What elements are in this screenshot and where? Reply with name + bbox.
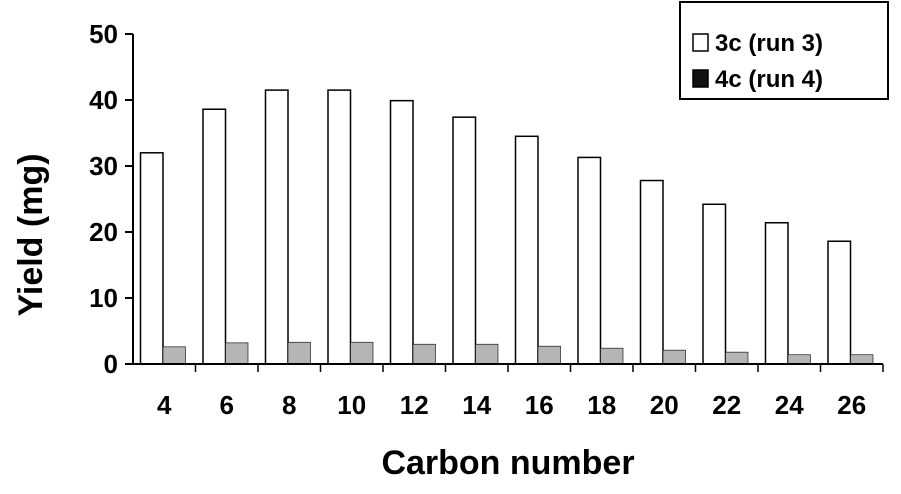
x-axis-title: Carbon number	[381, 444, 634, 482]
y-tick-label-0: 0	[104, 349, 118, 379]
bar-3c-c26	[828, 241, 851, 364]
x-tick-label-22: 22	[712, 390, 741, 420]
x-tick-label-12: 12	[400, 390, 429, 420]
bar-4c-c20	[663, 350, 686, 364]
bar-3c-c10	[328, 90, 351, 364]
bar-3c-c8	[266, 90, 289, 364]
bar-3c-c18	[578, 157, 601, 364]
legend-swatch-4c	[693, 70, 708, 87]
y-tick-label-30: 30	[89, 151, 118, 181]
x-tick-label-26: 26	[837, 390, 866, 420]
y-tick-label-10: 10	[89, 283, 118, 313]
bar-4c-c14	[476, 344, 499, 364]
bar-3c-c24	[766, 223, 789, 364]
y-tick-label-20: 20	[89, 217, 118, 247]
x-tick-label-6: 6	[220, 390, 234, 420]
bar-3c-c16	[516, 136, 539, 364]
legend-swatch-3c	[693, 34, 708, 51]
legend-label-4c: 4c (run 4)	[715, 66, 823, 93]
bar-3c-c4	[141, 153, 164, 364]
bar-4c-c10	[351, 342, 374, 364]
x-tick-label-24: 24	[775, 390, 804, 420]
y-axis-title: Yield (mg)	[12, 153, 50, 316]
x-tick-label-20: 20	[650, 390, 679, 420]
bar-4c-c16	[538, 346, 561, 364]
bars-layer	[141, 90, 874, 364]
bar-4c-c18	[601, 348, 624, 364]
bar-3c-c22	[703, 204, 726, 364]
x-tick-label-4: 4	[157, 390, 172, 420]
bar-3c-c12	[391, 101, 414, 364]
x-tick-label-8: 8	[282, 390, 296, 420]
legend: 3c (run 3) 4c (run 4)	[680, 2, 888, 99]
x-tick-label-18: 18	[587, 390, 616, 420]
bar-4c-c26	[851, 355, 874, 364]
x-tick-label-10: 10	[337, 390, 366, 420]
bar-4c-c24	[788, 355, 811, 364]
bar-3c-c20	[641, 181, 664, 364]
bar-3c-c6	[203, 109, 226, 364]
bar-4c-c22	[726, 352, 749, 364]
bar-4c-c6	[226, 343, 249, 364]
y-tick-label-50: 50	[89, 19, 118, 49]
bar-4c-c4	[163, 347, 186, 364]
legend-label-3c: 3c (run 3)	[715, 30, 823, 57]
bar-4c-c12	[413, 344, 436, 364]
bar-4c-c8	[288, 342, 311, 364]
x-tick-label-14: 14	[462, 390, 491, 420]
y-tick-label-40: 40	[89, 85, 118, 115]
bar-3c-c14	[453, 117, 476, 364]
x-tick-label-16: 16	[525, 390, 554, 420]
